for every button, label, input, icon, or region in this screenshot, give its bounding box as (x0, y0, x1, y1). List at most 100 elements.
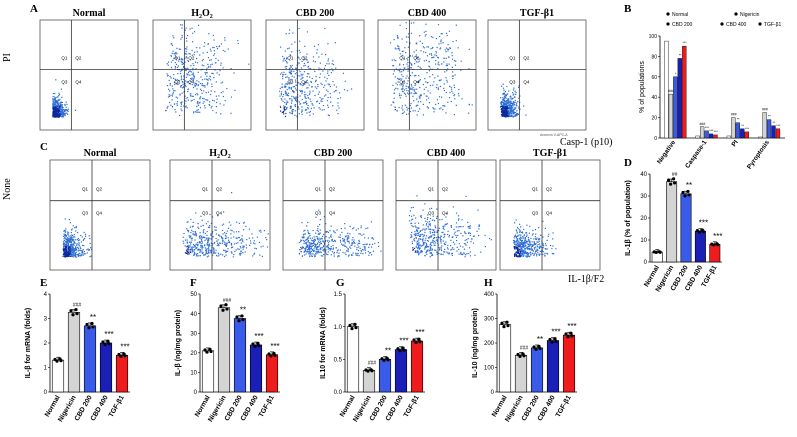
chart-H-point-3-0 (548, 337, 552, 342)
chart-E-bar-1 (67, 312, 81, 393)
chart-D-annot-1: ## (672, 172, 678, 178)
chart-D-point-3-2 (697, 230, 702, 234)
chart-F-point-4-3 (272, 351, 276, 356)
panel-label-b: B (624, 3, 632, 15)
chart-F-ytick-label-5: 50 (190, 292, 197, 298)
chart-H-bar-0 (498, 324, 512, 393)
chart-H-bar-4 (562, 334, 576, 393)
chart-F-ytick-label-0: 0 (194, 390, 198, 396)
chart-H-point-0-1 (506, 324, 510, 328)
flow-c-quad-2-3: Q4 (329, 211, 336, 216)
chart-E-bar-0 (51, 359, 65, 393)
chart-H-point-3-1 (554, 339, 558, 343)
chart-H-point-0-0 (500, 321, 504, 325)
chart-B-bar-0-3 (677, 58, 682, 139)
chart-E-ytick-label-1: 1 (44, 366, 48, 372)
flow-a-plot-4: TGF-β1 Q1 Q2 Q3 Q4 (487, 8, 587, 131)
chart-H-ytick-label-0: 0 (491, 390, 495, 396)
chart-B-legend-marker-1 (734, 12, 738, 16)
chart-E-point-2-0 (85, 322, 89, 327)
panel-label-e: E (40, 277, 47, 289)
flow-c-title-3: CBD 400 (427, 148, 466, 159)
chart-D-bar-1 (666, 181, 678, 263)
panel-label-h: H (484, 277, 493, 289)
flow-c-dots-1 (182, 192, 269, 258)
chart-B-legend-label-1: Nigericin (740, 12, 760, 18)
chart-D-ytick-label-2: 20 (640, 216, 647, 222)
chart-H-annot-3: *** (551, 328, 560, 337)
chart-F-point-1-3 (224, 303, 228, 307)
chart-B-annot-1-1: ### (699, 122, 705, 126)
panel-label-g: G (336, 277, 345, 289)
chart-B-annot-2-3: ** (741, 124, 744, 128)
flow-a-xlabel: Casp-1 (p10) (560, 137, 613, 148)
chart-F-point-2-1 (241, 318, 245, 322)
chart-D-ylabel: IL-1β (% of population) (625, 180, 632, 256)
flow-c-dots-0 (62, 218, 93, 258)
chart-H-point-1-3 (521, 352, 525, 356)
chart-G-bar-2 (378, 359, 392, 393)
chart-B-legend: Normal Nigericin CBD 200 CBD 400 TGF-β1 (666, 12, 782, 28)
chart-B-annot-3-3: ** (772, 121, 775, 125)
flow-a-dots-4 (500, 83, 527, 118)
flow-c-dots-2 (298, 209, 382, 258)
chart-G-point-0-2 (350, 327, 354, 331)
flow-a-frame-1 (152, 19, 252, 131)
chart-E-point-3-0 (101, 340, 105, 344)
chart-B-ytick-label-5: 100 (649, 34, 658, 40)
chart-E-point-4-2 (119, 354, 123, 358)
chart-H-ytick-label-4: 400 (484, 292, 495, 298)
chart-H-bar-3 (546, 340, 560, 393)
chart-B-legend-label-4: TGF-β1 (764, 22, 782, 28)
flow-c-quad-3-2: Q3 (428, 211, 435, 216)
flow-a-quad-2-1: Q2 (301, 56, 308, 61)
chart-D-point-0-3 (657, 250, 661, 254)
chart-E-ytick-label-4: 4 (44, 292, 48, 298)
chart-F-point-0-3 (208, 347, 212, 351)
chart-D-point-0-2 (654, 250, 658, 254)
chart-E-ytick-label-2: 2 (44, 341, 48, 347)
panel-label-f: F (190, 277, 197, 289)
chart-E-annot-3: *** (104, 330, 113, 339)
flow-c-plot-4: TGF-β1 Q1 Q2 Q3 Q4 (499, 148, 601, 271)
chart-D-ytick-label-1: 10 (640, 238, 647, 244)
chart-G-annot-3: *** (399, 337, 408, 346)
chart-E-point-1-2 (71, 313, 75, 317)
chart-H-point-2-2 (534, 347, 538, 351)
flow-a-quad-4-3: Q4 (523, 80, 530, 85)
chart-F-point-3-3 (256, 341, 260, 345)
chart-E-ylabel: IL-β for mRNA (folds) (25, 308, 32, 379)
flow-a-quad-2-3: Q4 (301, 80, 308, 85)
panel-label-c: C (40, 141, 48, 153)
chart-G-bar-4 (410, 340, 424, 393)
chart-F-ytick-label-4: 40 (190, 312, 197, 318)
flow-c-quad-3-0: Q1 (428, 187, 435, 192)
chart-B-legend-marker-2 (666, 22, 670, 26)
flow-a-ylabel: PI (2, 53, 13, 62)
chart-B-annot-2-2: ** (737, 118, 740, 122)
chart-G-point-2-3 (385, 356, 389, 360)
flow-a-plot-2: CBD 200 Q1 Q2 Q3 Q4 (265, 8, 365, 131)
chart-D-ytick-label-0: 0 (644, 260, 648, 266)
chart-D-ytick-label-3: 30 (640, 194, 647, 200)
chart-D-bar-3 (694, 230, 706, 263)
chart-G-point-0-0 (348, 323, 352, 327)
chart-B-legend-marker-3 (720, 22, 724, 26)
flow-a-quad-2-0: Q1 (287, 56, 294, 61)
chart-F-annot-1: ### (223, 298, 232, 304)
chart-B-xtick-2: PI (730, 139, 739, 148)
flow-a-title-0: Normal (73, 8, 106, 19)
flow-c-quad-2-2: Q3 (315, 211, 322, 216)
chart-B-ytick-label-4: 80 (651, 54, 657, 60)
flow-c-quad-1-0: Q1 (202, 187, 209, 192)
chart-E-point-4-3 (122, 352, 126, 356)
flow-a-title-2: CBD 200 (296, 8, 335, 19)
chart-D-annot-3: *** (699, 219, 708, 228)
chart-B-annot-1-4: *** (714, 130, 719, 134)
flow-c-title-4: TGF-β1 (533, 148, 567, 159)
